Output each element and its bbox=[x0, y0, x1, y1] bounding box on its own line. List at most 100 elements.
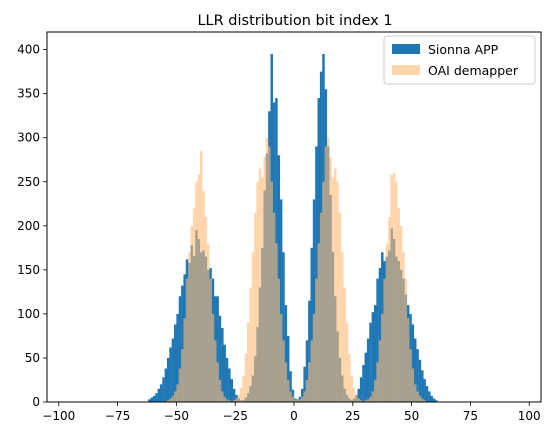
histogram-bar bbox=[178, 368, 182, 402]
bars-layer bbox=[148, 54, 438, 403]
histogram-bar bbox=[221, 391, 224, 402]
histogram-bar bbox=[303, 366, 306, 402]
series-2-bars bbox=[166, 137, 426, 402]
histogram-bar bbox=[329, 157, 332, 402]
histogram-bar bbox=[392, 172, 396, 402]
histogram-bar bbox=[282, 340, 285, 402]
y-tick-label: 300 bbox=[17, 131, 40, 145]
histogram-bar bbox=[225, 399, 229, 402]
histogram-bar bbox=[185, 278, 189, 402]
x-tick-label: 0 bbox=[290, 409, 298, 423]
histogram-bar bbox=[350, 375, 353, 402]
x-tick-label: 100 bbox=[518, 409, 541, 423]
histogram-bar bbox=[369, 322, 372, 402]
histogram-bar bbox=[169, 347, 172, 402]
histogram-bar bbox=[301, 388, 304, 402]
histogram-bar bbox=[268, 146, 271, 402]
histogram-bar bbox=[239, 387, 243, 402]
histogram-bar bbox=[235, 394, 238, 402]
histogram-bar bbox=[286, 379, 290, 402]
histogram-bar bbox=[159, 384, 163, 402]
histogram-bar bbox=[230, 379, 233, 402]
histogram-bar bbox=[418, 395, 422, 402]
histogram-bar bbox=[308, 362, 311, 402]
histogram-bar bbox=[406, 318, 410, 402]
histogram-bar bbox=[157, 388, 161, 402]
histogram-bar bbox=[216, 296, 219, 402]
histogram-bar bbox=[195, 181, 198, 402]
histogram-bar bbox=[150, 397, 153, 402]
histogram-bar bbox=[211, 313, 215, 402]
histogram-bar bbox=[315, 278, 318, 402]
histogram-bar bbox=[164, 368, 168, 402]
y-tick-label: 50 bbox=[25, 351, 40, 365]
histogram-bar bbox=[303, 391, 306, 402]
histogram-bar bbox=[298, 399, 302, 402]
histogram-bar bbox=[291, 396, 295, 402]
histogram-bar bbox=[176, 384, 179, 402]
histogram-bar bbox=[305, 379, 309, 402]
histogram-bar bbox=[192, 208, 196, 402]
histogram-bar bbox=[430, 395, 433, 402]
histogram-bar bbox=[373, 379, 377, 402]
histogram-bar bbox=[399, 225, 403, 402]
histogram-bar bbox=[296, 400, 299, 402]
histogram-bar bbox=[188, 252, 191, 402]
histogram-bar bbox=[152, 395, 156, 402]
legend-swatch bbox=[392, 44, 420, 54]
histogram-bar bbox=[376, 278, 379, 402]
histogram-bar bbox=[359, 400, 363, 402]
histogram-bar bbox=[251, 252, 255, 402]
histogram-bar bbox=[319, 212, 323, 402]
histogram-bar bbox=[357, 388, 361, 402]
histogram-bar bbox=[348, 353, 351, 402]
histogram-bar bbox=[181, 285, 184, 402]
histogram-bar bbox=[383, 278, 386, 402]
histogram-bar bbox=[294, 399, 297, 402]
histogram-bar bbox=[317, 243, 321, 402]
x-tick-label: 50 bbox=[404, 409, 419, 423]
histogram-bar bbox=[235, 398, 238, 402]
histogram-bar bbox=[381, 313, 384, 402]
histogram-bar bbox=[263, 157, 266, 402]
histogram-bar bbox=[390, 174, 393, 402]
histogram-bar bbox=[275, 243, 278, 402]
y-tick-label: 200 bbox=[17, 219, 40, 233]
histogram-bar bbox=[277, 278, 281, 402]
histogram-bar bbox=[305, 340, 309, 402]
histogram-bar bbox=[221, 328, 224, 402]
histogram-bar bbox=[270, 181, 273, 402]
histogram-bar bbox=[312, 199, 316, 402]
histogram-bar bbox=[242, 375, 245, 402]
histogram-bar bbox=[148, 399, 151, 402]
histogram-bar bbox=[308, 300, 311, 402]
histogram-bar bbox=[225, 357, 229, 402]
x-tick-label: −50 bbox=[164, 409, 189, 423]
histogram-bar bbox=[289, 391, 292, 402]
histogram-bar bbox=[369, 396, 372, 402]
histogram-bar bbox=[206, 243, 210, 402]
histogram-bar bbox=[352, 387, 356, 402]
x-tick-label: −25 bbox=[223, 409, 248, 423]
histogram-bar bbox=[345, 322, 349, 402]
legend-swatch bbox=[392, 65, 420, 75]
histogram-bar bbox=[209, 278, 212, 402]
histogram-bar bbox=[183, 318, 186, 402]
histogram-bar bbox=[204, 217, 208, 402]
histogram-bar bbox=[284, 305, 288, 402]
histogram-bar bbox=[162, 377, 165, 402]
histogram-bar bbox=[301, 396, 304, 402]
histogram-bar bbox=[413, 338, 417, 402]
y-tick-label: 0 bbox=[32, 395, 40, 409]
histogram-bar bbox=[366, 399, 370, 402]
y-tick-label: 400 bbox=[17, 43, 40, 57]
histogram-bar bbox=[166, 357, 170, 402]
y-tick-label: 350 bbox=[17, 87, 40, 101]
histogram-bar bbox=[166, 400, 170, 402]
histogram-bar bbox=[279, 199, 283, 402]
histogram-bar bbox=[326, 137, 330, 402]
histogram-bar bbox=[364, 352, 368, 402]
histogram-bar bbox=[423, 400, 426, 402]
histogram-bar bbox=[364, 400, 368, 402]
